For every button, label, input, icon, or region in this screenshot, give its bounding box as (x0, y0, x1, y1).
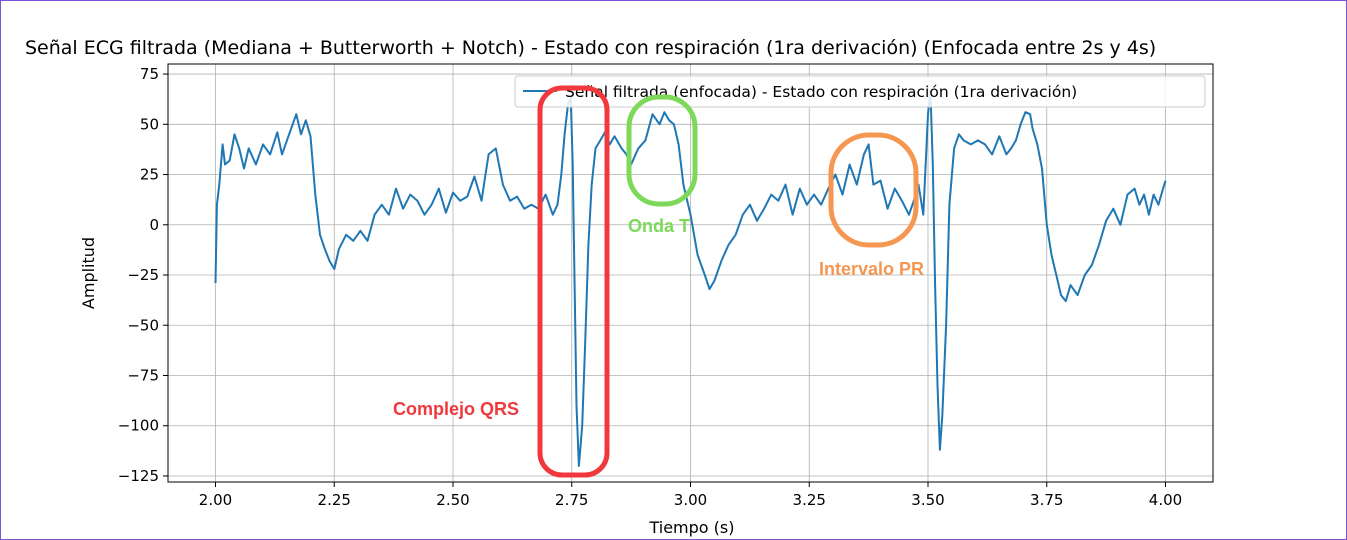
x-tick-label: 4.00 (1149, 491, 1182, 509)
x-tick-label: 3.00 (674, 491, 707, 509)
y-tick-label: −50 (127, 316, 159, 334)
y-tick-label: 50 (140, 115, 159, 133)
x-axis-ticks: 2.00 2.25 2.50 2.75 3.00 3.25 3.50 3.75 4.00 (199, 482, 1182, 509)
y-tick-label: −25 (127, 266, 159, 284)
legend: Señal filtrada (enfocada) - Estado con r… (514, 75, 1206, 108)
qrs-highlight-ring (537, 85, 610, 478)
series-layer (214, 89, 1167, 467)
t-wave-annotation-label: Onda T (628, 216, 690, 236)
y-axis-ticks: 75 50 25 0 −25 −50 −75 −100 −125 (118, 65, 168, 485)
y-tick-label: −100 (118, 417, 159, 435)
t-wave-highlight-ring (626, 94, 698, 207)
x-tick-label: 2.50 (436, 491, 469, 509)
y-tick-label: 25 (140, 166, 159, 184)
legend-box (514, 75, 1206, 108)
grid (168, 64, 1213, 482)
x-tick-label: 2.25 (318, 491, 351, 509)
x-tick-label: 2.75 (555, 491, 588, 509)
x-axis-label: Tiempo (s) (648, 518, 734, 537)
chart-title: Señal ECG filtrada (Mediana + Butterwort… (25, 37, 1156, 59)
y-tick-label: 75 (140, 65, 159, 83)
x-tick-label: 3.75 (1030, 491, 1063, 509)
y-tick-label: −125 (118, 467, 159, 485)
y-axis-label: Amplitud (79, 237, 98, 309)
pr-interval-annotation-label: Intervalo PR (819, 259, 924, 279)
series-line (214, 89, 1167, 467)
annotation-shapes (537, 85, 919, 478)
legend-entry-label: Señal filtrada (enfocada) - Estado con r… (565, 83, 1077, 101)
y-tick-label: −75 (127, 366, 159, 384)
pr-interval-highlight-ring (828, 132, 919, 248)
x-tick-label: 3.25 (793, 491, 826, 509)
qrs-annotation-label: Complejo QRS (393, 399, 519, 419)
plot-area-border (167, 63, 1214, 483)
y-tick-label: 0 (149, 216, 159, 234)
x-tick-label: 2.00 (199, 491, 232, 509)
x-tick-label: 3.50 (911, 491, 944, 509)
